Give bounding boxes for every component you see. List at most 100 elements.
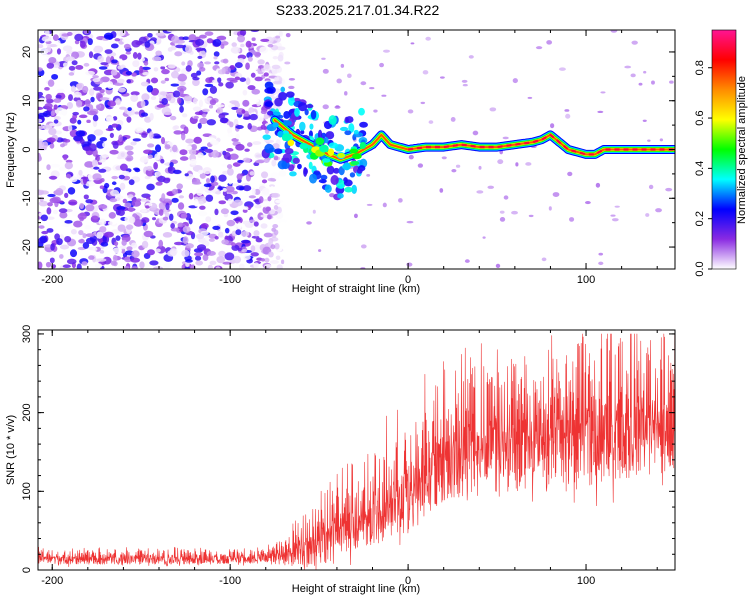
heatmap-noise-cell (104, 49, 113, 54)
heatmap-noise-cell (78, 169, 83, 176)
heatmap-noise-cell (214, 208, 219, 216)
heatmap-noise-cell (161, 98, 168, 105)
heatmap-noise-cell (112, 254, 118, 262)
heatmap-noise-cell (645, 213, 650, 217)
heatmap-cell (285, 91, 295, 98)
heatmap-noise-cell (55, 94, 62, 99)
heatmap-cell (351, 184, 358, 195)
heatmap-noise-cell (461, 79, 468, 83)
heatmap-noise-cell (254, 159, 265, 164)
heatmap-noise-cell (49, 257, 55, 264)
heatmap-cell (299, 121, 306, 131)
heatmap-noise-cell (240, 239, 251, 244)
heatmap-noise-cell (242, 116, 251, 120)
heatmap-noise-cell (655, 208, 662, 213)
heatmap-noise-cell (269, 185, 275, 192)
heatmap-noise-cell (158, 239, 164, 248)
x-tick-label: 100 (577, 575, 595, 587)
heatmap-cell (264, 81, 274, 90)
heatmap-noise-cell (180, 81, 186, 86)
heatmap-noise-cell (261, 179, 268, 184)
heatmap-noise-cell (53, 104, 58, 110)
heatmap-noise-cell (56, 48, 62, 55)
heatmap-noise-cell (141, 240, 149, 249)
heatmap-noise-cell (100, 177, 105, 183)
heatmap-noise-cell (476, 190, 484, 194)
heatmap-cell (356, 168, 363, 174)
heatmap-noise-cell (247, 122, 252, 130)
heatmap-noise-cell (48, 44, 58, 48)
heatmap-cell (292, 157, 300, 164)
heatmap-noise-cell (88, 255, 95, 260)
heatmap-noise-cell (198, 66, 206, 72)
heatmap-noise-cell (109, 149, 119, 155)
heatmap-noise-cell (206, 250, 216, 256)
heatmap-noise-cell (267, 196, 272, 202)
heatmap-cell (323, 137, 329, 144)
heatmap-noise-cell (71, 60, 78, 66)
heatmap-noise-cell (275, 255, 281, 261)
heatmap-noise-cell (193, 115, 199, 120)
heatmap-noise-cell (44, 102, 53, 109)
heatmap-noise-cell (47, 79, 55, 87)
heatmap-noise-cell (226, 164, 233, 169)
heatmap-noise-cell (205, 177, 211, 184)
heatmap-noise-cell (160, 158, 165, 164)
y-tick-label: 0 (21, 567, 33, 573)
heatmap-noise-cell (140, 100, 146, 108)
heatmap-noise-cell (171, 188, 179, 195)
heatmap-cell (344, 130, 352, 136)
heatmap-noise-cell (170, 150, 177, 158)
heatmap-noise-cell (162, 177, 171, 184)
heatmap-noise-cell (62, 45, 73, 52)
heatmap-noise-cell (146, 165, 153, 171)
heatmap-noise-cell (72, 111, 79, 116)
heatmap-noise-cell (253, 98, 260, 103)
heatmap-noise-cell (53, 119, 59, 124)
heatmap-noise-cell (179, 87, 184, 96)
y-tick-label: 200 (21, 403, 33, 421)
ridge-blob (350, 161, 360, 166)
heatmap-noise-cell (139, 261, 145, 269)
heatmap-noise-cell (512, 78, 518, 84)
heatmap-noise-cell (541, 257, 547, 262)
heatmap-noise-cell (138, 36, 148, 45)
heatmap-noise-cell (144, 175, 151, 180)
heatmap-noise-cell (140, 112, 149, 117)
heatmap-noise-cell (139, 198, 149, 202)
x-tick-label: -100 (219, 274, 241, 286)
heatmap-noise-cell (46, 62, 55, 69)
heatmap-noise-cell (177, 97, 182, 104)
heatmap-noise-cell (77, 212, 87, 220)
heatmap-noise-cell (85, 237, 96, 245)
heatmap-noise-cell (56, 238, 63, 246)
heatmap-noise-cell (78, 238, 85, 244)
heatmap-noise-cell (214, 61, 220, 65)
heatmap-noise-cell (193, 199, 199, 207)
ridge-blob (337, 152, 346, 159)
heatmap-noise-cell (77, 119, 82, 125)
heatmap-noise-cell (260, 110, 267, 115)
heatmap-noise-cell (242, 89, 248, 96)
snr-y-label: SNR (10 * v/v) (5, 415, 17, 485)
heatmap-noise-cell (93, 86, 102, 91)
spectrogram-y-ticks: -20 -10 0 10 20 (21, 46, 675, 255)
heatmap-noise-cell (109, 198, 118, 203)
heatmap-noise-cell (204, 31, 214, 36)
heatmap-noise-cell (193, 97, 198, 105)
heatmap-noise-cell (154, 135, 162, 139)
heatmap-noise-cell (264, 257, 270, 263)
heatmap-noise-cell (90, 96, 95, 103)
heatmap-noise-cell (281, 259, 285, 265)
heatmap-noise-cell (262, 200, 271, 208)
heatmap-noise-cell (535, 46, 543, 50)
heatmap-cell (325, 131, 335, 140)
heatmap-noise-cell (558, 67, 566, 71)
colorbar-label: Normalized spectral amplitude (736, 76, 748, 224)
heatmap-noise-cell (285, 33, 291, 38)
heatmap-noise-cell (569, 217, 575, 222)
heatmap-noise-cell (235, 133, 240, 140)
heatmap-noise-cell (235, 125, 244, 130)
colorbar-tick-label: 0.4 (694, 161, 706, 176)
heatmap-noise-cell (123, 43, 131, 50)
